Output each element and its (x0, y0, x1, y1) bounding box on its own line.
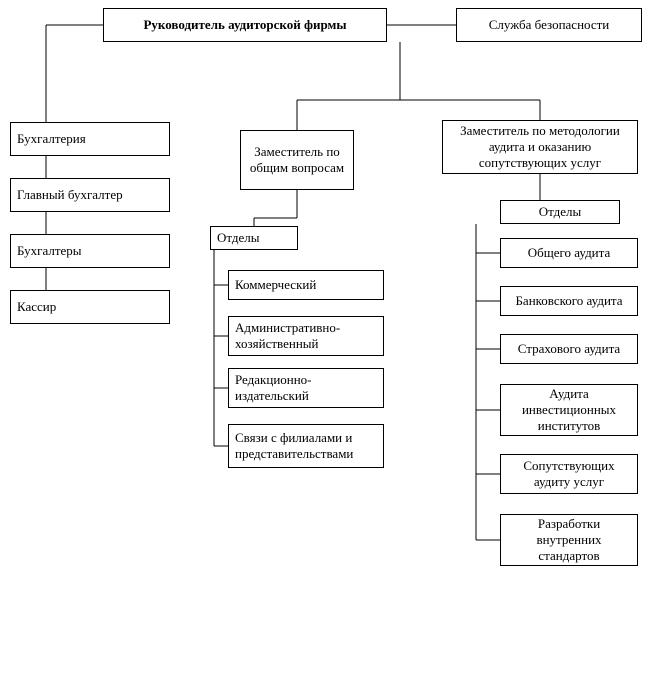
node-deputy-method: Заместитель по методологии аудита и оказ… (442, 120, 638, 174)
node-related-services: Сопутствующих аудиту услуг (500, 454, 638, 494)
node-label: Административно-хозяйственный (235, 320, 377, 353)
node-label: Связи с филиалами и представительствами (235, 430, 377, 463)
node-label: Бухгалтерия (17, 131, 86, 147)
node-label: Руководитель аудиторской фирмы (143, 17, 346, 33)
node-security: Служба безопасности (456, 8, 642, 42)
node-label: Аудита инвестиционных институтов (507, 386, 631, 435)
node-label: Редакционно-издательский (235, 372, 377, 405)
node-label: Отделы (217, 230, 260, 246)
node-label: Общего аудита (528, 245, 611, 261)
node-accounting: Бухгалтерия (10, 122, 170, 156)
node-head: Руководитель аудиторской фирмы (103, 8, 387, 42)
node-internal-standards: Разработки внутренних стандартов (500, 514, 638, 566)
node-label: Отделы (539, 204, 582, 220)
node-label: Бухгалтеры (17, 243, 82, 259)
node-label: Служба безопасности (489, 17, 610, 33)
node-label: Сопутствующих аудиту услуг (507, 458, 631, 491)
node-bank-audit: Банковского аудита (500, 286, 638, 316)
node-chief-accountant: Главный бухгалтер (10, 178, 170, 212)
node-commercial: Коммерческий (228, 270, 384, 300)
node-dept-right-title: Отделы (500, 200, 620, 224)
node-label: Заместитель по методологии аудита и оказ… (449, 123, 631, 172)
node-label: Разработки внутренних стандартов (507, 516, 631, 565)
node-editorial: Редакционно-издательский (228, 368, 384, 408)
node-label: Заместитель по общим вопросам (247, 144, 347, 177)
node-admin-econ: Административно-хозяйственный (228, 316, 384, 356)
node-deputy-general: Заместитель по общим вопросам (240, 130, 354, 190)
node-label: Коммерческий (235, 277, 316, 293)
node-dept-left-title: Отделы (210, 226, 298, 250)
node-label: Банковского аудита (515, 293, 622, 309)
node-branches: Связи с филиалами и представительствами (228, 424, 384, 468)
node-label: Главный бухгалтер (17, 187, 123, 203)
node-general-audit: Общего аудита (500, 238, 638, 268)
node-insurance-audit: Страхового аудита (500, 334, 638, 364)
node-label: Страхового аудита (518, 341, 620, 357)
node-accountants: Бухгалтеры (10, 234, 170, 268)
node-label: Кассир (17, 299, 56, 315)
node-investment-audit: Аудита инвестиционных институтов (500, 384, 638, 436)
node-cashier: Кассир (10, 290, 170, 324)
